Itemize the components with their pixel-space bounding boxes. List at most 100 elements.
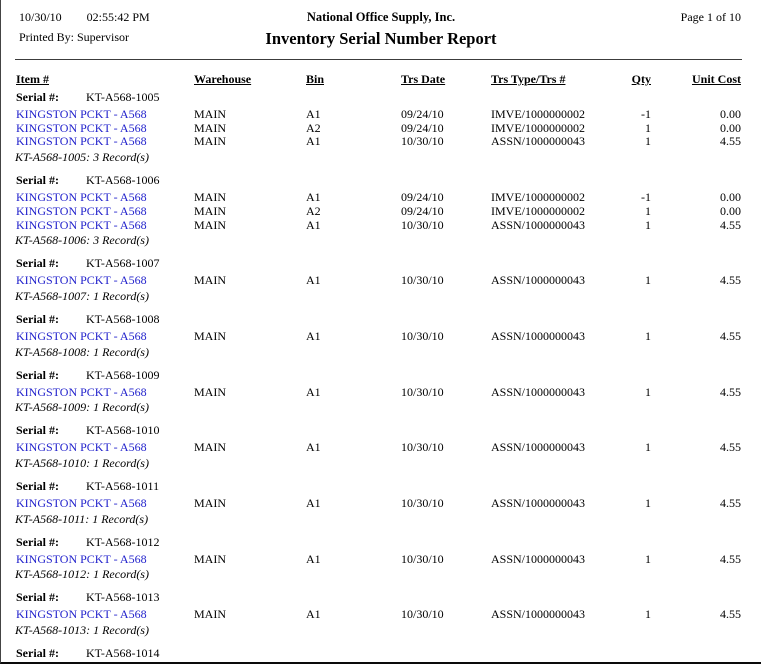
item-link[interactable]: KINGSTON PCKT - A568 <box>16 190 147 205</box>
item-link[interactable]: KINGSTON PCKT - A568 <box>16 203 147 218</box>
report-header-line1: 10/30/10 02:55:42 PM National Office Sup… <box>1 8 761 26</box>
trs-date-cell: 09/24/10 <box>401 120 444 135</box>
qty-cell: -1 <box>641 107 651 121</box>
trs-type-cell: ASSN/1000000043 <box>491 384 586 399</box>
trs-type-cell: ASSN/1000000043 <box>491 328 586 343</box>
trs-date-cell: 10/30/10 <box>401 384 444 399</box>
trs-date-cell: 10/30/10 <box>401 607 444 622</box>
trs-type-cell: IMVE/1000000002 <box>491 190 585 205</box>
trs-type-cell: ASSN/1000000043 <box>491 273 586 288</box>
serial-number: KT-A568-1006 <box>86 173 160 188</box>
group-record-count: KT-A568-1009: 1 Record(s) <box>15 400 149 415</box>
serial-rows: KINGSTON PCKT - A568 MAIN A1 10/30/10 AS… <box>1 274 761 288</box>
serial-number: KT-A568-1011 <box>86 479 160 494</box>
qty-cell: 1 <box>645 440 651 455</box>
table-row: KINGSTON PCKT - A568 MAIN A1 09/24/10 IM… <box>1 190 741 205</box>
item-link[interactable]: KINGSTON PCKT - A568 <box>16 120 147 135</box>
column-header-unit-cost: Unit Cost <box>691 72 741 86</box>
item-link[interactable]: KINGSTON PCKT - A568 <box>16 551 147 566</box>
qty-cell: 1 <box>645 607 651 622</box>
item-link[interactable]: KINGSTON PCKT - A568 <box>16 607 147 622</box>
bin-cell: A1 <box>306 190 321 205</box>
qty-cell: 1 <box>645 551 651 566</box>
warehouse-cell: MAIN <box>194 120 226 135</box>
serial-label: Serial #: <box>16 423 59 438</box>
bin-cell: A1 <box>306 273 321 288</box>
trs-type-cell: ASSN/1000000043 <box>491 217 586 232</box>
report-title: Inventory Serial Number Report <box>265 29 497 48</box>
unit-cost-cell: 4.55 <box>720 551 741 566</box>
serial-group: Serial #: KT-A568-1006 KINGSTON PCKT - A5… <box>1 173 761 247</box>
trs-type-cell: ASSN/1000000043 <box>491 496 586 511</box>
unit-cost-cell: 0.00 <box>720 120 741 135</box>
unit-cost-cell: 4.55 <box>720 217 741 232</box>
item-link[interactable]: KINGSTON PCKT - A568 <box>16 496 147 511</box>
warehouse-cell: MAIN <box>194 190 226 205</box>
trs-type-cell: ASSN/1000000043 <box>491 440 586 455</box>
group-record-count: KT-A568-1012: 1 Record(s) <box>15 567 149 582</box>
table-row: KINGSTON PCKT - A568 MAIN A1 10/30/10 AS… <box>1 328 741 344</box>
trs-date-cell: 10/30/10 <box>401 551 444 566</box>
serial-header: Serial #: KT-A568-1010 <box>1 423 761 438</box>
page-number: Page 1 of 10 <box>680 10 741 24</box>
serial-group: Serial #: KT-A568-1012 KINGSTON PCKT - A5… <box>1 535 761 582</box>
group-record-count: KT-A568-1011: 1 Record(s) <box>15 511 149 526</box>
table-row: KINGSTON PCKT - A568 MAIN A1 10/30/10 AS… <box>1 274 741 288</box>
column-header-qty: Qty <box>631 72 651 86</box>
item-link[interactable]: KINGSTON PCKT - A568 <box>16 440 147 455</box>
trs-date-cell: 10/30/10 <box>401 328 444 343</box>
serial-rows: KINGSTON PCKT - A568 MAIN A1 10/30/10 AS… <box>1 441 761 455</box>
print-datetime: 10/30/10 02:55:42 PM <box>19 10 150 25</box>
item-link[interactable]: KINGSTON PCKT - A568 <box>16 134 147 149</box>
serial-group: Serial #:KT-A568-1014 KINGSTON PCKT - A5… <box>1 646 761 662</box>
qty-cell: 1 <box>645 273 651 288</box>
serial-header: Serial #: KT-A568-1005 <box>1 90 761 105</box>
serial-header: Serial #: KT-A568-1008 <box>1 312 761 327</box>
qty-cell: 1 <box>645 134 651 149</box>
item-link[interactable]: KINGSTON PCKT - A568 <box>16 328 147 343</box>
trs-type-cell: ASSN/1000000043 <box>491 607 586 622</box>
serial-number: KT-A568-1005 <box>86 90 160 104</box>
table-row: KINGSTON PCKT - A568 MAIN A1 10/30/10 AS… <box>1 551 741 567</box>
serial-group: Serial #: KT-A568-1008 KINGSTON PCKT - A5… <box>1 312 761 359</box>
trs-date-cell: 10/30/10 <box>401 217 444 232</box>
serial-number: KT-A568-1008 <box>86 311 160 326</box>
item-link[interactable]: KINGSTON PCKT - A568 <box>16 273 147 288</box>
serial-header: Serial #: KT-A568-1009 <box>1 368 761 383</box>
warehouse-cell: MAIN <box>194 328 226 343</box>
serial-rows: KINGSTON PCKT - A568 MAIN A1 09/24/10 IM… <box>1 190 761 232</box>
table-row: KINGSTON PCKT - A568 MAIN A2 09/24/10 IM… <box>1 203 741 219</box>
qty-cell: 1 <box>645 217 651 232</box>
bin-cell: A1 <box>306 134 321 149</box>
bin-cell: A1 <box>306 384 321 399</box>
serial-group: Serial #: KT-A568-1005 KINGSTON PCKT - A5… <box>1 90 761 164</box>
unit-cost-cell: 4.55 <box>720 496 741 511</box>
warehouse-cell: MAIN <box>194 134 226 149</box>
column-header-trs-date: Trs Date <box>401 72 446 86</box>
serial-number: KT-A568-1010 <box>86 423 160 438</box>
trs-date-cell: 10/30/10 <box>401 273 444 288</box>
item-link[interactable]: KINGSTON PCKT - A568 <box>16 384 147 399</box>
serial-number: KT-A568-1014 <box>86 646 160 661</box>
header-divider <box>15 59 742 60</box>
group-record-count: KT-A568-1013: 1 Record(s) <box>15 623 149 638</box>
print-date: 10/30/10 <box>19 10 62 24</box>
serial-label: Serial #: <box>16 590 59 605</box>
report-header-line2: Printed By: Supervisor Inventory Serial … <box>1 26 761 56</box>
item-link[interactable]: KINGSTON PCKT - A568 <box>16 107 147 121</box>
column-header-trs-type: Trs Type/Trs # <box>491 72 566 86</box>
serial-rows: KINGSTON PCKT - A568 MAIN A1 10/30/10 AS… <box>1 608 761 622</box>
serial-number: KT-A568-1007 <box>86 256 160 271</box>
column-header-bin: Bin <box>306 72 325 86</box>
warehouse-cell: MAIN <box>194 551 226 566</box>
serial-label: Serial #: <box>16 479 59 494</box>
serial-number: KT-A568-1012 <box>86 534 160 549</box>
trs-date-cell: 09/24/10 <box>401 107 444 121</box>
unit-cost-cell: 4.55 <box>720 328 741 343</box>
item-link[interactable]: KINGSTON PCKT - A568 <box>16 217 147 232</box>
trs-date-cell: 09/24/10 <box>401 190 444 205</box>
serial-number: KT-A568-1009 <box>86 367 160 382</box>
bin-cell: A2 <box>306 203 321 218</box>
serial-header: Serial #: KT-A568-1007 <box>1 256 761 271</box>
